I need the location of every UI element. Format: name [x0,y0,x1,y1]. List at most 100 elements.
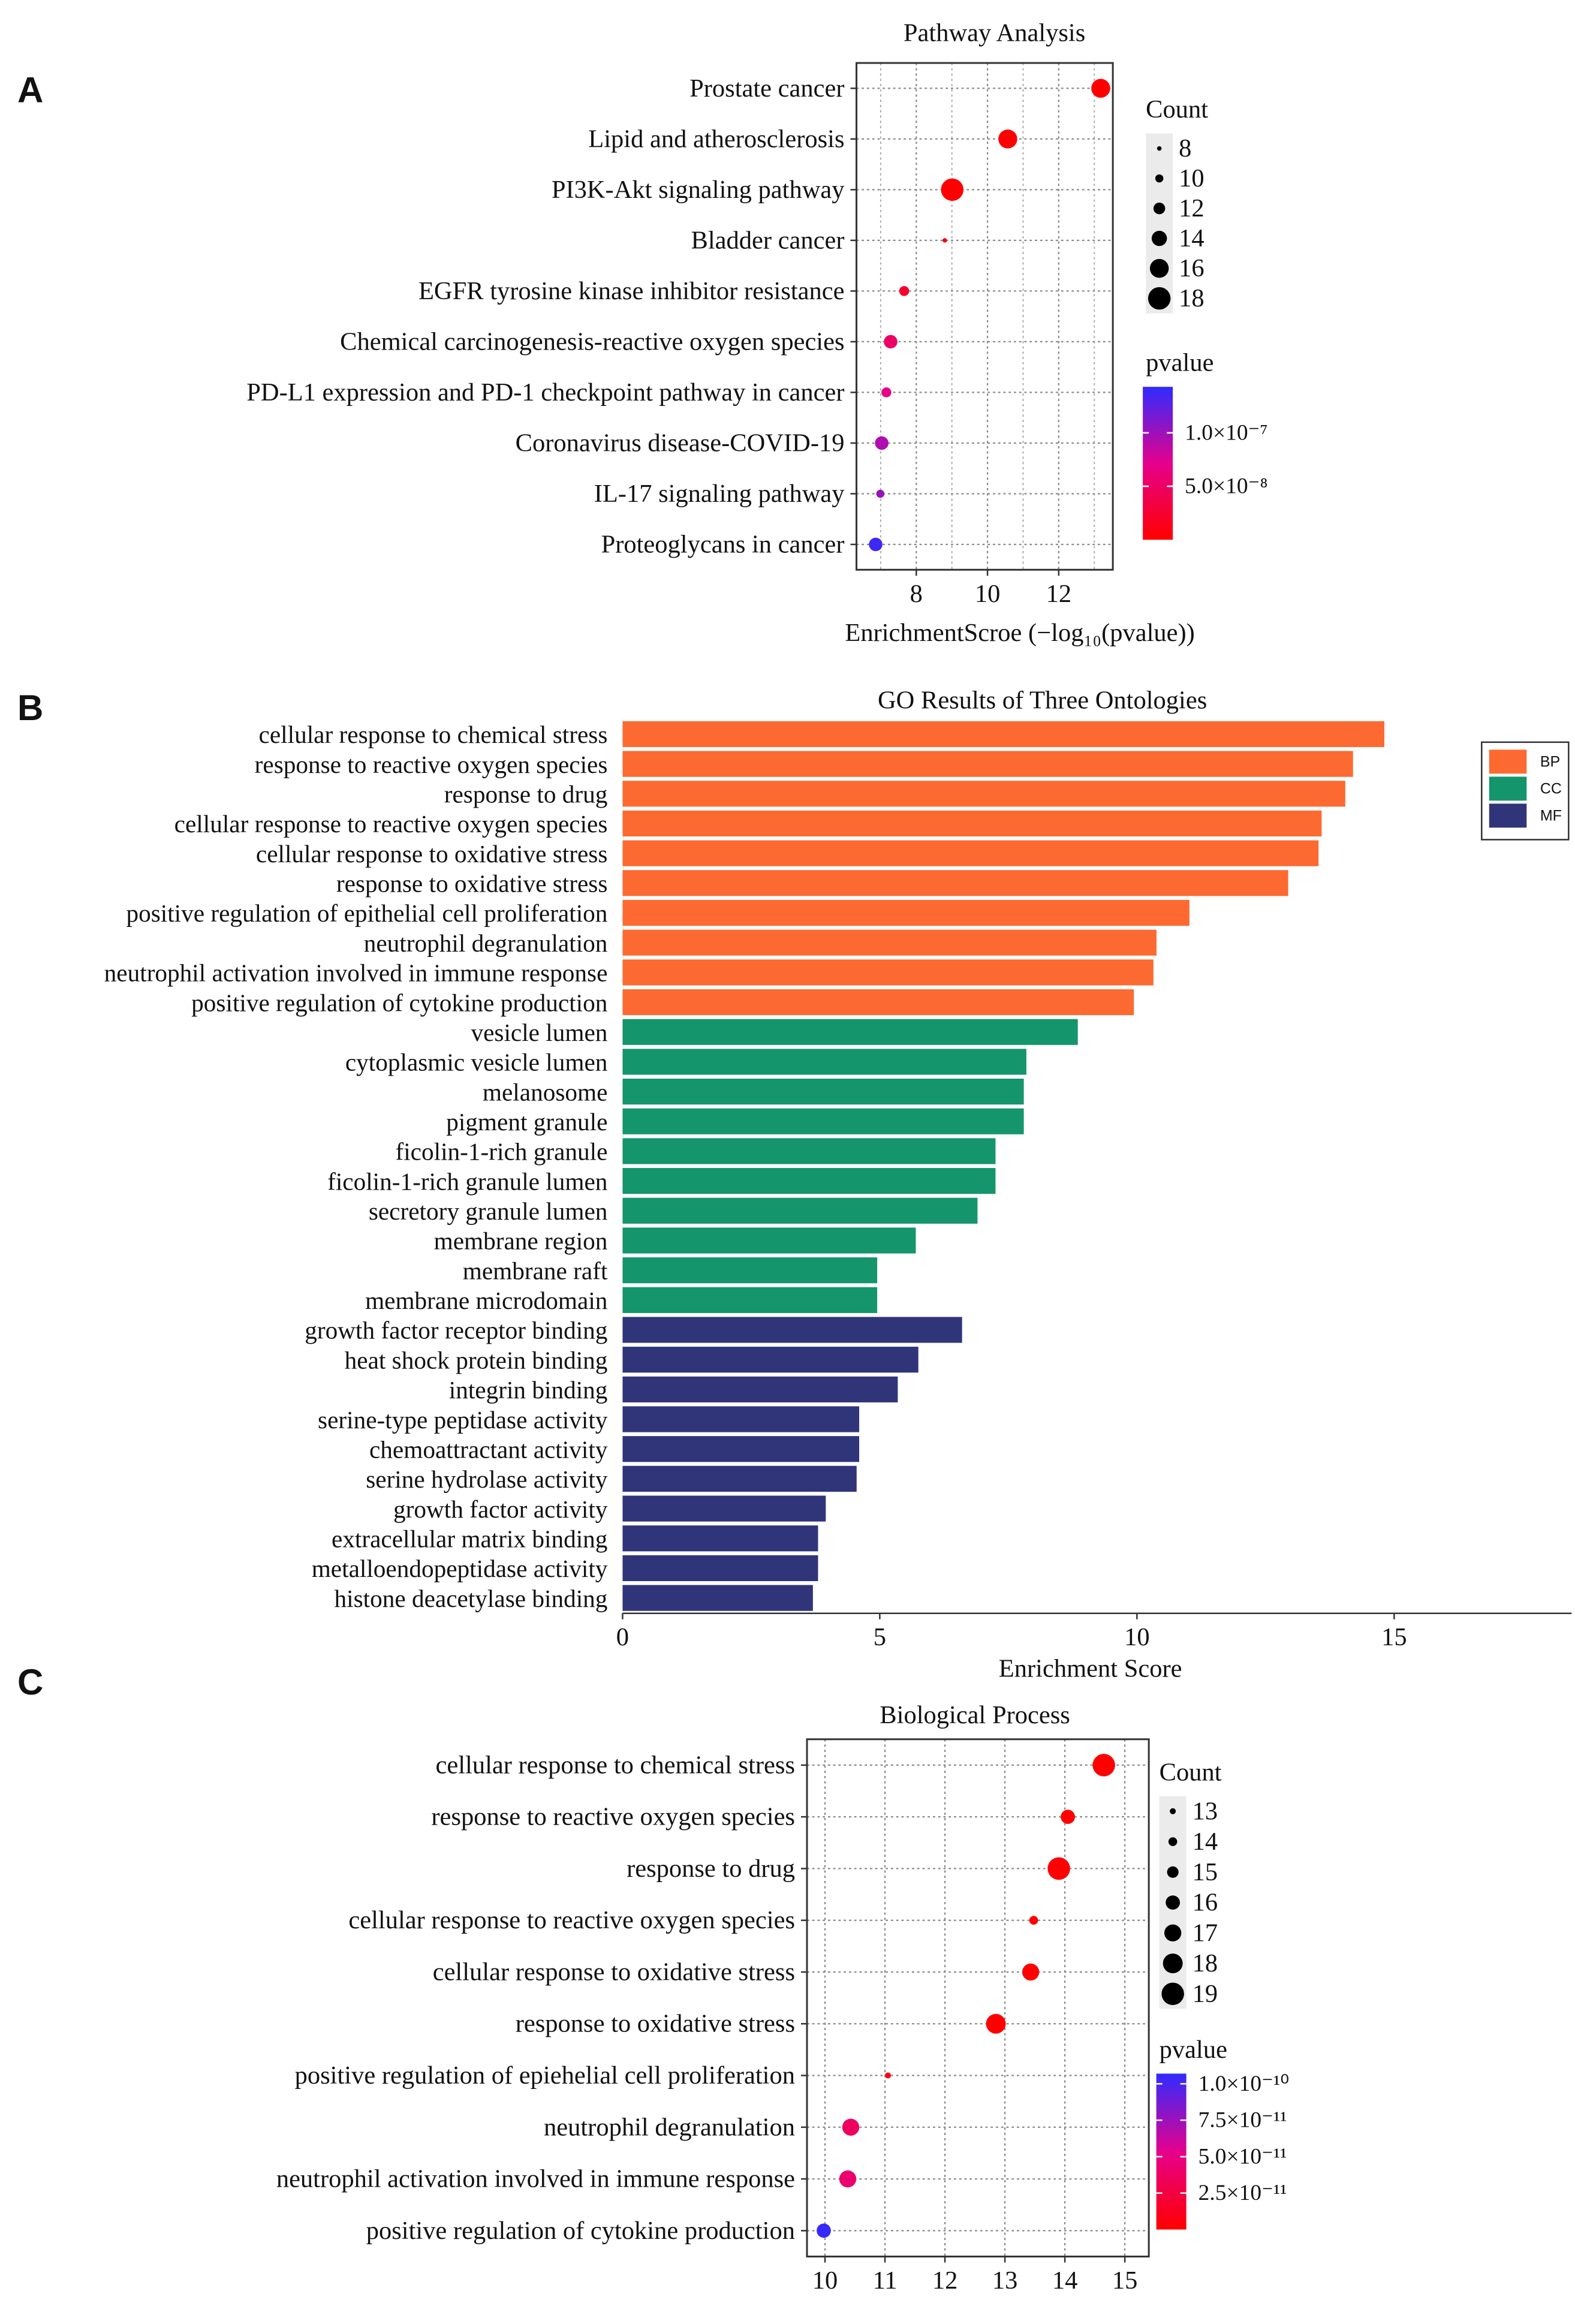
dot [986,2013,1006,2034]
y-tick-label: cellular response to reactive oxygen spe… [348,1906,795,1934]
y-tick-label: secretory granule lumen [369,1197,608,1225]
dot [1092,1754,1115,1777]
bar [622,1406,860,1432]
y-tick-label: Chemical carcinogenesis-reactive oxygen … [340,327,844,356]
legend-swatch [1489,776,1527,801]
y-tick-label: membrane region [434,1227,608,1255]
colorbar-label: 7.5×10⁻¹¹ [1198,2108,1287,2133]
size-legend-dot [1155,174,1164,183]
y-tick-label: cellular response to reactive oxygen spe… [174,810,608,838]
y-tick-label: cellular response to chemical stress [259,721,608,748]
y-tick-label: growth factor receptor binding [305,1317,607,1344]
bar [622,959,1154,986]
size-legend-label: 18 [1192,1949,1218,1977]
dot [869,537,883,552]
y-tick-label: positive regulation of cytokine producti… [366,2217,795,2245]
size-legend-dot [1167,1866,1179,1878]
y-tick-label: neutrophil activation involved in immune… [104,959,608,987]
size-legend-dot [1164,1924,1182,1942]
y-tick-label: histone deacetylase binding [335,1585,608,1612]
y-tick-label: serine hydrolase activity [366,1465,608,1493]
y-tick-label: extracellular matrix binding [332,1525,607,1552]
size-legend-label: 16 [1192,1889,1218,1917]
legend-swatch [1489,749,1527,774]
bar [622,1168,996,1194]
bar [622,1317,962,1343]
size-legend-label: 8 [1179,134,1191,162]
dot [884,335,898,349]
y-tick-label: Prostate cancer [689,74,844,103]
size-legend-label: 14 [1192,1828,1218,1856]
dot [941,178,964,201]
bar [622,840,1319,866]
y-tick-label: neutrophil activation involved in immune… [276,2165,795,2193]
y-tick-label: membrane microdomain [365,1287,607,1314]
y-tick-label: ficolin-1-rich granule [396,1138,608,1166]
bar [622,751,1353,777]
y-tick-label: response to oxidative stress [516,2010,795,2038]
bar [622,1138,996,1164]
bar [622,1376,898,1402]
x-tick-label: 10 [812,2266,838,2295]
bar [622,1347,919,1373]
x-tick-label: 5 [874,1623,886,1651]
x-tick-label: 8 [910,580,923,608]
y-tick-label: response to reactive oxygen species [431,1803,795,1831]
bar [622,1465,857,1492]
y-tick-label: cellular response to oxidative stress [433,1958,795,1986]
y-tick-label: metalloendopeptidase activity [312,1555,608,1582]
dot [817,2223,831,2238]
plot-area [807,1739,1149,2257]
size-legend-label: 13 [1192,1797,1218,1825]
size-legend-label: 16 [1179,254,1204,282]
legend-label: BP [1540,753,1560,770]
size-legend-label: 17 [1192,1919,1218,1947]
y-tick-label: positive regulation of epiehelial cell p… [295,2061,795,2090]
bar [622,1585,813,1611]
y-tick-label: response to oxidative stress [336,870,608,898]
size-legend-title: Count [1146,95,1208,124]
dot [842,2118,860,2136]
color-legend-title: pvalue [1146,349,1213,377]
y-tick-label: PD-L1 expression and PD-1 checkpoint pat… [246,378,844,407]
colorbar-label: 1.0×10⁻¹⁰ [1198,2072,1290,2096]
bar [622,1197,978,1224]
size-legend-label: 18 [1179,284,1204,312]
y-tick-label: growth factor activity [393,1495,608,1523]
bar [622,1287,878,1313]
y-tick-label: Lipid and atherosclerosis [588,125,844,153]
colorbar-label: 1.0×10⁻⁷ [1185,420,1267,445]
size-legend-dot [1161,1982,1184,2006]
dot [1061,1810,1075,1825]
y-tick-label: neutrophil degranulation [364,929,608,957]
y-tick-label: ficolin-1-rich granule lumen [327,1167,607,1195]
x-tick-label: 15 [1112,2266,1138,2295]
size-legend-key [1146,133,1173,314]
y-tick-label: melanosome [483,1078,608,1106]
size-legend-label: 10 [1179,164,1204,192]
size-legend-label: 19 [1192,1980,1218,2008]
dot [876,489,885,498]
y-tick-label: positive regulation of cytokine producti… [191,989,607,1016]
y-tick-label: serine-type peptidase activity [318,1406,608,1434]
bar [622,781,1345,807]
size-legend-dot [1153,202,1166,215]
y-tick-label: EGFR tyrosine kinase inhibitor resistanc… [418,277,845,305]
dot [881,387,892,398]
colorbar [1143,387,1173,540]
bar [622,1108,1024,1134]
y-tick-label: Bladder cancer [691,226,844,254]
plot-border [856,62,1114,571]
size-legend-dot [1149,258,1169,278]
dot [1029,1916,1038,1925]
x-tick-label: 10 [1124,1623,1150,1651]
y-tick-label: Coronavirus disease-COVID-19 [516,429,845,457]
dot [1022,1963,1040,1981]
x-tick-label: 14 [1052,2266,1078,2295]
y-tick-label: heat shock protein binding [345,1346,608,1374]
y-tick-label: cellular response to chemical stress [435,1751,795,1779]
y-tick-label: cytoplasmic vesicle lumen [345,1049,608,1076]
bar [622,1257,878,1284]
y-tick-label: integrin binding [449,1376,608,1404]
dot [1047,1857,1070,1880]
